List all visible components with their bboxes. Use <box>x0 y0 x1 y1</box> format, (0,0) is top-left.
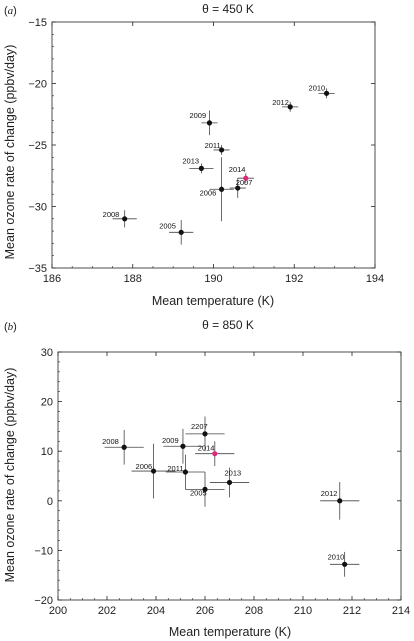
panel-b-ytick-label: 30 <box>41 347 53 359</box>
panel-b-ytick-label: 0 <box>47 496 53 508</box>
point-label: 2009 <box>162 436 179 445</box>
point-label: 2007 <box>236 178 253 187</box>
data-point-2007: 2007 <box>229 178 253 198</box>
data-point-2012: 2012 <box>320 481 360 520</box>
point-label: 2006 <box>136 462 153 471</box>
panel-b-ylabel: Mean ozone rate of change (ppbv/day) <box>3 368 17 583</box>
point-marker <box>212 451 218 457</box>
data-point-2010: 2010 <box>328 551 360 577</box>
panel-b-xtick-label: 212 <box>343 605 361 617</box>
panel-a-ytick-label: −25 <box>28 140 47 152</box>
point-label: 2014 <box>198 444 215 453</box>
data-point-2012: 2012 <box>272 98 299 112</box>
data-point-2009: 2009 <box>162 428 203 464</box>
panel-a-ytick-label: −30 <box>28 202 47 214</box>
point-marker <box>122 216 128 222</box>
point-label: 2012 <box>272 98 289 107</box>
point-label: 2010 <box>328 552 345 561</box>
panel-a-xtick-label: 192 <box>285 273 303 285</box>
panel-a-xtick-label: 188 <box>124 273 142 285</box>
point-marker <box>323 90 330 96</box>
panel-a-ytick-label: −35 <box>28 263 47 275</box>
point-label: 2006 <box>200 188 217 197</box>
data-point-2011: 2011 <box>205 141 230 155</box>
point-label: 2013 <box>182 156 199 165</box>
point-marker <box>180 443 186 449</box>
panel-a-xlabel: Mean temperature (K) <box>152 294 274 308</box>
data-point-2008: 2008 <box>103 210 137 228</box>
data-point-2006: 2006 <box>200 157 234 222</box>
panel-b-letter: (b) <box>4 321 17 333</box>
point-marker <box>342 561 348 567</box>
point-marker <box>202 486 208 492</box>
point-label: 2005 <box>190 488 207 497</box>
panel-a-xtick-label: 186 <box>43 273 61 285</box>
point-marker <box>243 175 249 181</box>
panel-a-letter: (a) <box>4 5 17 17</box>
data-point-2008: 2008 <box>102 429 144 465</box>
data-point-2207: 2207 <box>185 416 225 452</box>
data-point-2011: 2011 <box>165 454 205 490</box>
point-label: 2012 <box>321 489 338 498</box>
point-label: 2010 <box>309 83 326 92</box>
panel-b-xlabel: Mean temperature (K) <box>169 625 291 639</box>
panel-b: (b) θ = 850 K Mean temperature (K) Mean … <box>3 318 410 639</box>
data-point-2010: 2010 <box>309 83 335 99</box>
point-label: 2008 <box>103 210 120 219</box>
panel-b-xtick-label: 202 <box>98 605 116 617</box>
panel-a-ytick-label: −20 <box>28 79 47 91</box>
panel-b-xtick-label: 200 <box>49 605 67 617</box>
panel-b-title: θ = 850 K <box>202 318 254 332</box>
point-marker <box>178 229 184 235</box>
panel-a: (a) θ = 450 K Mean temperature (K) Mean … <box>3 2 384 308</box>
point-marker <box>182 469 188 475</box>
point-marker <box>337 498 343 504</box>
data-point-2013: 2013 <box>182 156 214 174</box>
panel-a-xtick-label: 190 <box>204 273 222 285</box>
point-marker <box>218 186 225 192</box>
point-label: 2011 <box>167 464 183 473</box>
point-label: 2207 <box>191 422 208 431</box>
data-point-2014: 2014 <box>195 441 235 467</box>
point-marker <box>206 120 213 126</box>
data-point-2014: 2014 <box>229 165 254 184</box>
panel-b-xtick-label: 208 <box>245 605 263 617</box>
data-point-2005: 2005 <box>185 472 225 507</box>
data-point-2009: 2009 <box>189 110 218 136</box>
data-point-2005: 2005 <box>159 220 194 245</box>
point-marker <box>121 444 127 450</box>
point-label: 2009 <box>189 111 206 120</box>
panel-b-xtick-label: 206 <box>196 605 214 617</box>
point-label: 2008 <box>102 437 119 446</box>
panel-a-xtick-label: 194 <box>366 273 384 285</box>
data-point-2006: 2006 <box>131 443 176 499</box>
point-marker <box>150 468 157 474</box>
point-label: 2011 <box>205 141 221 150</box>
panel-b-xtick-label: 214 <box>392 605 410 617</box>
data-point-2013: 2013 <box>209 467 250 498</box>
point-marker <box>202 431 208 437</box>
panel-b-xtick-label: 204 <box>147 605 165 617</box>
panel-a-ytick-label: −15 <box>28 17 47 29</box>
panel-b-ytick-label: −10 <box>34 545 53 557</box>
point-marker <box>226 479 233 486</box>
point-label: 2013 <box>225 468 242 477</box>
panel-b-ytick-label: 10 <box>41 446 53 458</box>
panel-a-title: θ = 450 K <box>202 2 254 16</box>
point-marker <box>198 165 204 171</box>
panel-b-ytick-label: −20 <box>34 595 53 607</box>
panel-b-xtick-label: 210 <box>294 605 312 617</box>
point-marker <box>218 147 225 153</box>
panel-a-ylabel: Mean ozone rate of change (ppbv/day) <box>3 45 17 260</box>
panel-b-ytick-label: 20 <box>41 397 53 409</box>
point-marker <box>235 185 241 191</box>
point-label: 2005 <box>159 221 176 230</box>
point-marker <box>287 104 293 110</box>
point-label: 2014 <box>229 165 246 174</box>
